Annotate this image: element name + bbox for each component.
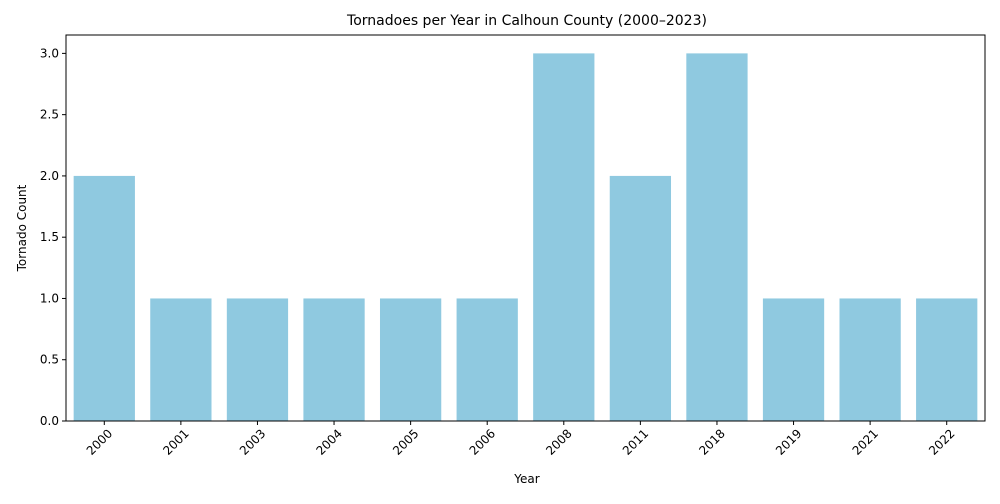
bar-2001 bbox=[150, 298, 212, 421]
x-tick-label-2006: 2006 bbox=[467, 426, 498, 457]
y-tick-label: 0.0 bbox=[40, 414, 59, 428]
x-tick-label-2021: 2021 bbox=[850, 426, 881, 457]
x-tick-label-2003: 2003 bbox=[237, 426, 268, 457]
y-tick-label: 0.5 bbox=[40, 353, 59, 367]
bar-2022 bbox=[916, 298, 978, 421]
plot-area: 0.0 0.5 1.0 1.5 2.0 2.5 3.0 2000 2001 2003 2004 200… bbox=[40, 34, 986, 458]
bar-2003 bbox=[226, 298, 289, 421]
x-tick-label-2004: 2004 bbox=[313, 426, 344, 457]
x-tick-label-2001: 2001 bbox=[160, 426, 191, 457]
y-tick-label: 1.5 bbox=[40, 230, 59, 244]
bar-2006 bbox=[456, 298, 518, 421]
x-tick-label-2005: 2005 bbox=[390, 426, 421, 457]
bar-2004 bbox=[303, 298, 365, 421]
y-tick-label: 3.0 bbox=[40, 46, 59, 60]
x-axis-label: Year bbox=[513, 472, 539, 486]
x-tick-label-2000: 2000 bbox=[84, 426, 115, 457]
y-tick-label: 2.5 bbox=[40, 108, 59, 122]
y-tick-label: 1.0 bbox=[40, 291, 59, 305]
bar-2008 bbox=[533, 53, 595, 421]
x-tick-label-2011: 2011 bbox=[620, 426, 651, 457]
chart-title: Tornadoes per Year in Calhoun County (20… bbox=[346, 13, 707, 29]
x-tick-label-2008: 2008 bbox=[543, 426, 574, 457]
bar-2018 bbox=[686, 53, 748, 421]
y-tick-label: 2.0 bbox=[40, 169, 59, 183]
bar-2011 bbox=[609, 175, 672, 421]
axes-frame bbox=[65, 34, 986, 422]
y-axis-label: Tornado Count bbox=[15, 184, 29, 272]
bar-2021 bbox=[839, 298, 901, 421]
bar-2019 bbox=[762, 298, 825, 421]
bar-2005 bbox=[379, 298, 442, 421]
x-tick-label-2019: 2019 bbox=[773, 426, 804, 457]
bar-2000 bbox=[73, 175, 135, 421]
x-tick-label-2018: 2018 bbox=[696, 426, 727, 457]
x-tick-label-2022: 2022 bbox=[926, 426, 957, 457]
